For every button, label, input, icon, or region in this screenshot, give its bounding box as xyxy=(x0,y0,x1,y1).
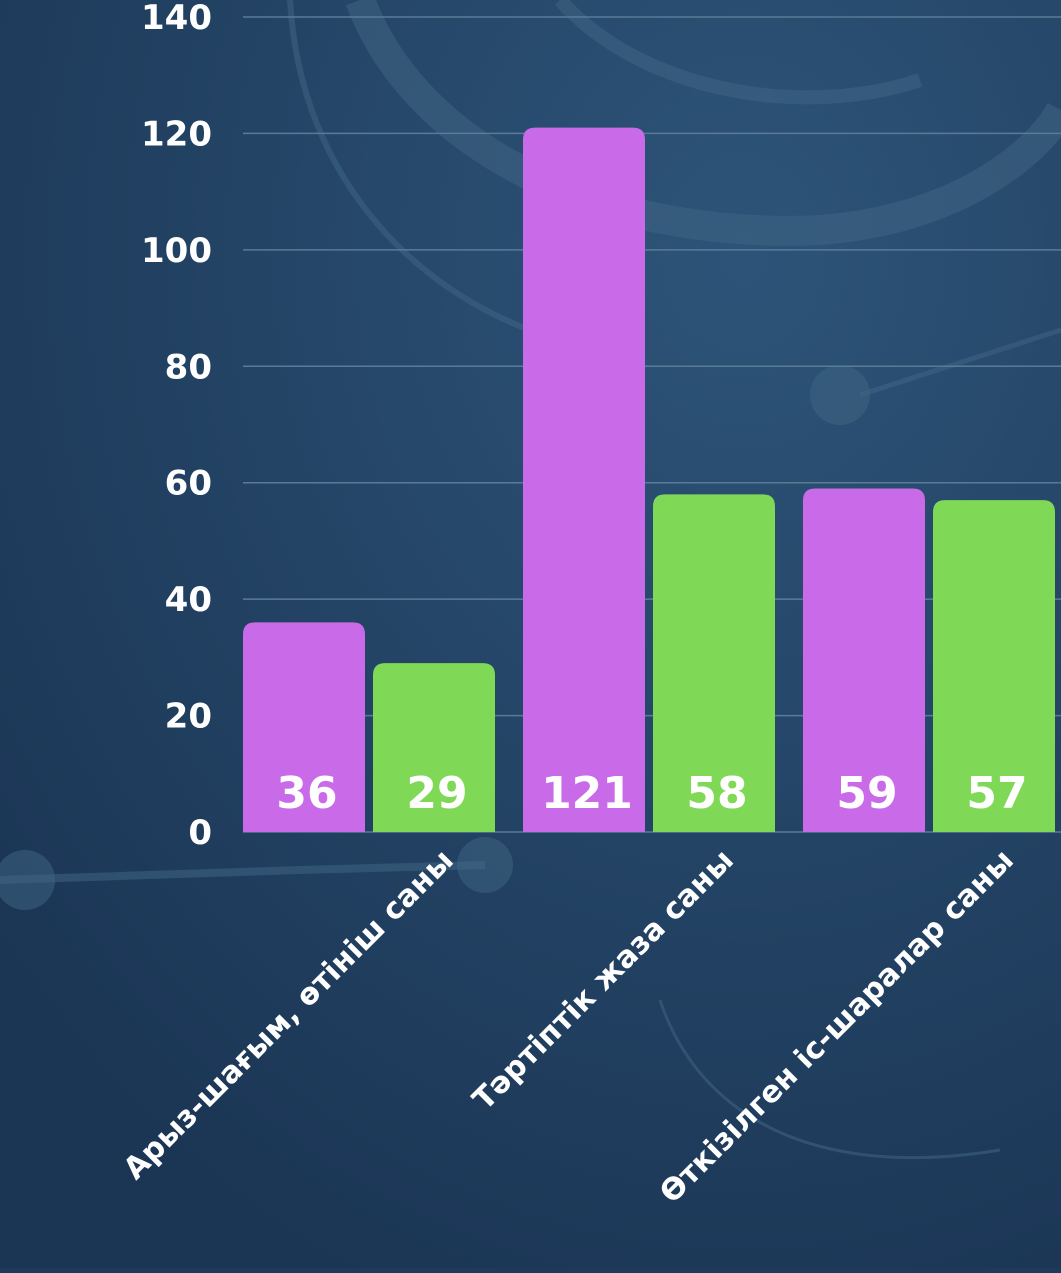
bar-purple-0 xyxy=(243,622,365,832)
y-tick-label: 0 xyxy=(188,813,212,853)
y-tick-label: 120 xyxy=(141,114,212,154)
bars xyxy=(243,127,1055,833)
y-tick-label: 40 xyxy=(165,580,212,620)
data-label: 29 xyxy=(406,768,467,819)
data-label: 121 xyxy=(541,768,633,819)
y-tick-label: 80 xyxy=(165,347,212,387)
y-tick-label: 20 xyxy=(165,697,212,737)
y-tick-label: 140 xyxy=(141,0,212,38)
bar-green-2 xyxy=(933,500,1055,832)
data-labels: 36 29 121 58 59 57 xyxy=(276,768,1027,819)
data-label: 57 xyxy=(966,768,1027,819)
y-tick-label: 100 xyxy=(141,231,212,271)
bar-green-1 xyxy=(653,494,775,832)
y-tick-label: 60 xyxy=(165,464,212,504)
bar-purple-1 xyxy=(523,127,645,833)
background-decoration xyxy=(0,0,1061,1160)
data-label: 36 xyxy=(276,768,337,819)
y-axis-tick-labels: 0 20 40 60 80 100 120 140 xyxy=(141,0,212,853)
data-label: 59 xyxy=(836,768,897,819)
data-label: 58 xyxy=(686,768,747,819)
bar-green-0 xyxy=(373,663,495,832)
bar-purple-2 xyxy=(803,488,925,832)
